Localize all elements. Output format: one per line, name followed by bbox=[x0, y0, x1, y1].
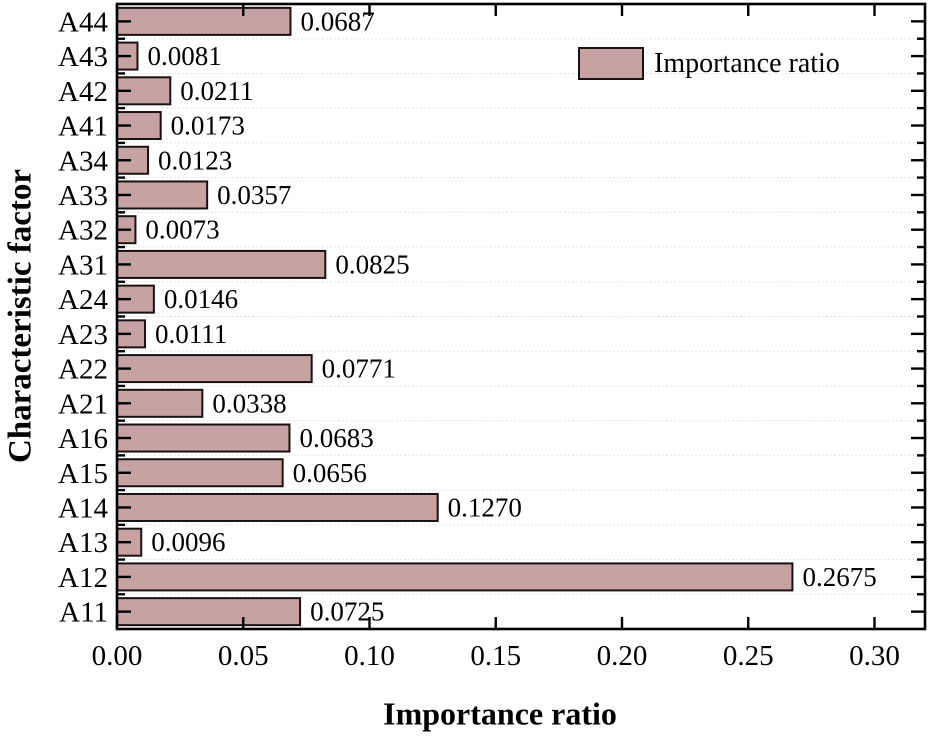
value-label-a24: 0.0146 bbox=[164, 284, 238, 314]
y-tick-label-a15: A15 bbox=[58, 458, 108, 490]
y-tick-label-a34: A34 bbox=[58, 145, 108, 177]
value-label-a23: 0.0111 bbox=[155, 319, 227, 349]
value-label-a43: 0.0081 bbox=[147, 41, 221, 71]
y-tick-label-a23: A23 bbox=[58, 319, 108, 351]
x-tick-label: 0.10 bbox=[344, 640, 395, 672]
y-tick-label-a22: A22 bbox=[58, 354, 108, 386]
value-label-a21: 0.0338 bbox=[212, 388, 286, 418]
legend-swatch bbox=[578, 47, 644, 80]
bar-a16 bbox=[116, 423, 291, 453]
value-label-a44: 0.0687 bbox=[300, 6, 374, 36]
y-tick-label-a44: A44 bbox=[58, 6, 108, 38]
y-tick-label-a14: A14 bbox=[58, 492, 108, 524]
x-axis-title: Importance ratio bbox=[383, 695, 617, 732]
value-label-a14: 0.1270 bbox=[448, 492, 522, 522]
y-tick-label-a21: A21 bbox=[58, 388, 108, 420]
bar-a15 bbox=[116, 458, 284, 488]
y-tick-label-a24: A24 bbox=[58, 284, 108, 316]
plot-frame bbox=[115, 2, 927, 631]
legend-label: Importance ratio bbox=[654, 48, 840, 79]
value-label-a42: 0.0211 bbox=[180, 76, 253, 106]
y-tick-label-a16: A16 bbox=[58, 423, 108, 455]
bar-a31 bbox=[116, 249, 327, 279]
y-tick-label-a31: A31 bbox=[58, 249, 108, 281]
y-tick-label-a32: A32 bbox=[58, 215, 108, 247]
y-tick-label-a43: A43 bbox=[58, 41, 108, 73]
value-label-a32: 0.0073 bbox=[145, 215, 219, 245]
value-label-a33: 0.0357 bbox=[217, 180, 291, 210]
value-label-a16: 0.0683 bbox=[299, 423, 373, 453]
value-label-a11: 0.0725 bbox=[310, 597, 384, 627]
bar-a22 bbox=[116, 354, 313, 384]
value-label-a34: 0.0123 bbox=[158, 145, 232, 175]
bar-a12 bbox=[116, 562, 794, 592]
x-tick-label: 0.00 bbox=[92, 640, 143, 672]
y-tick-label-a41: A41 bbox=[58, 111, 108, 143]
x-tick-label: 0.15 bbox=[470, 640, 521, 672]
x-tick-label: 0.30 bbox=[849, 640, 900, 672]
value-label-a12: 0.2675 bbox=[802, 562, 876, 592]
y-tick-label-a12: A12 bbox=[58, 562, 108, 594]
value-label-a41: 0.0173 bbox=[171, 111, 245, 141]
y-tick-label-a11: A11 bbox=[59, 597, 108, 629]
value-label-a22: 0.0771 bbox=[322, 354, 396, 384]
bar-a44 bbox=[116, 6, 292, 36]
x-tick-label: 0.25 bbox=[723, 640, 774, 672]
y-tick-label-a13: A13 bbox=[58, 527, 108, 559]
x-tick-label: 0.20 bbox=[597, 640, 648, 672]
y-tick-label-a33: A33 bbox=[58, 180, 108, 212]
x-tick-label: 0.05 bbox=[218, 640, 269, 672]
y-tick-label-a42: A42 bbox=[58, 76, 108, 108]
value-label-a31: 0.0825 bbox=[335, 249, 409, 279]
bar-a11 bbox=[116, 597, 302, 627]
value-label-a13: 0.0096 bbox=[151, 527, 225, 557]
value-label-a15: 0.0656 bbox=[293, 458, 367, 488]
legend: Importance ratio bbox=[578, 47, 840, 80]
y-axis-title: Characteristic factor bbox=[2, 168, 39, 464]
bar-a14 bbox=[116, 492, 439, 522]
